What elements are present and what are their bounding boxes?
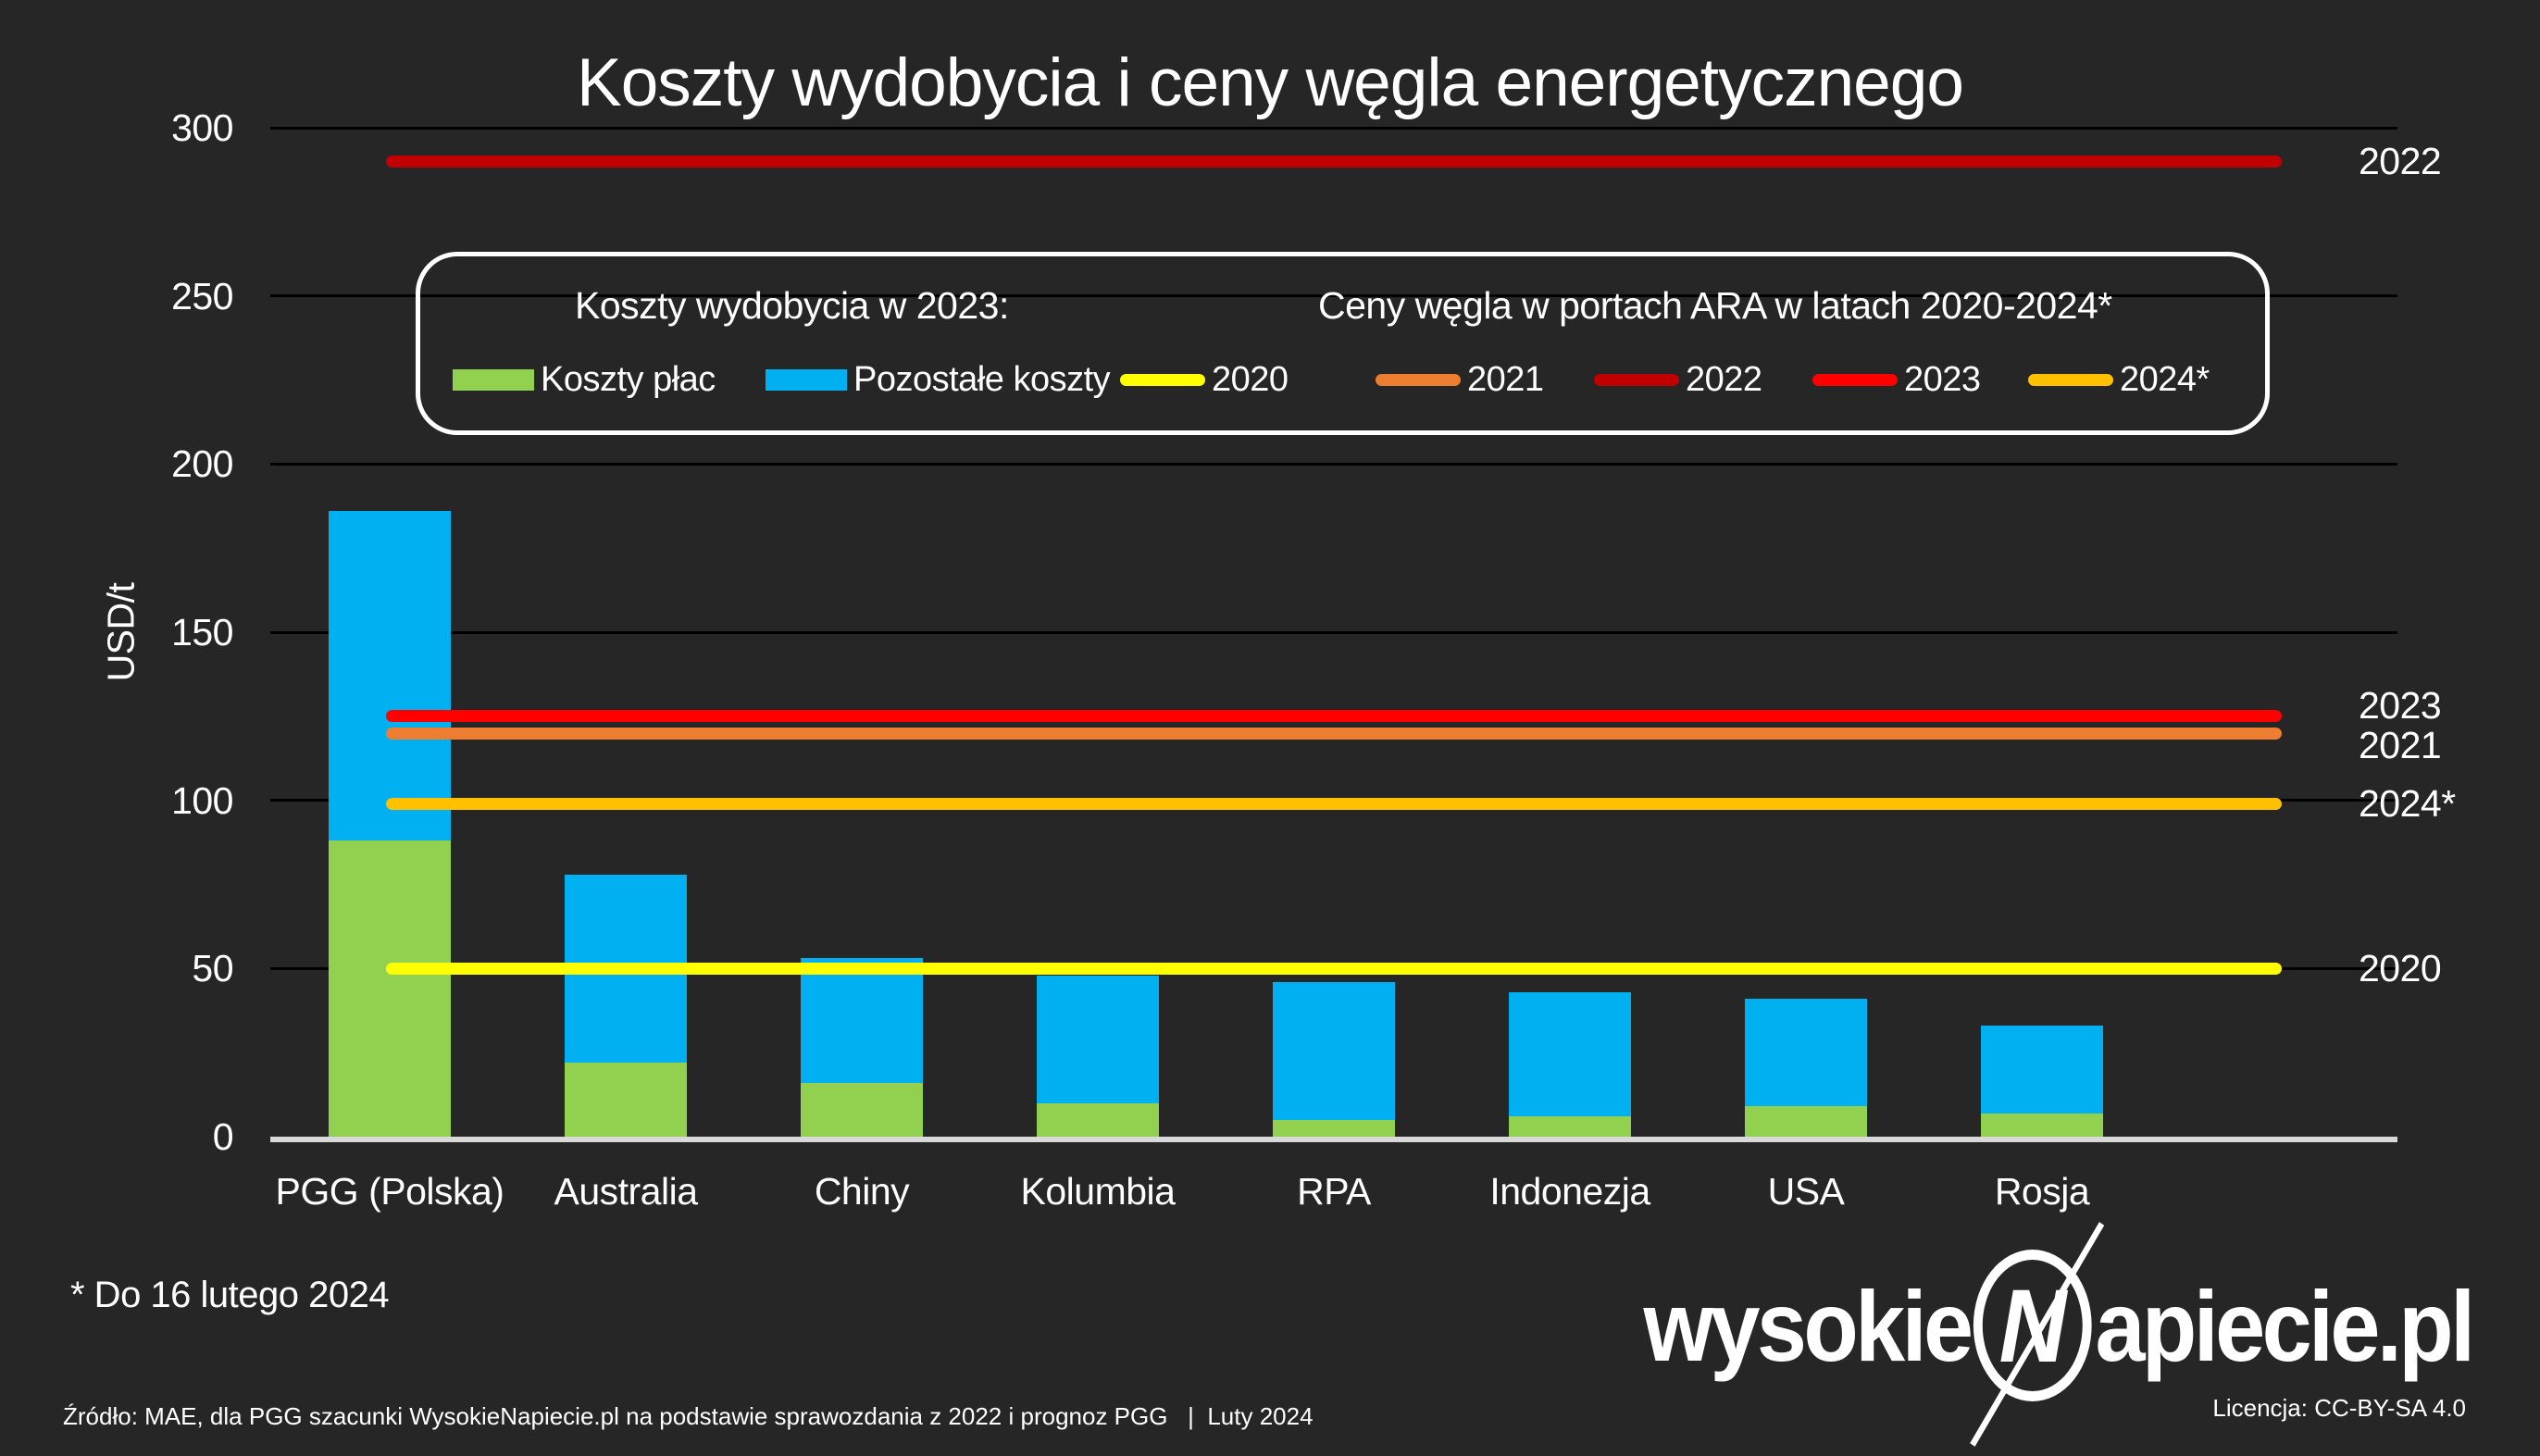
price-line-2021 — [386, 727, 2282, 740]
legend-item: 2023 — [1812, 358, 1981, 401]
legend-item-label: Pozostałe koszty — [853, 359, 1111, 399]
bar-segment-koszty-plac — [1509, 1116, 1631, 1137]
x-axis-label: Chiny — [814, 1170, 910, 1213]
price-line-label: 2024* — [2359, 782, 2456, 826]
lightning-bolt-icon — [1969, 1222, 2104, 1447]
bar-segment-pozostale-koszty — [1273, 981, 1395, 1120]
legend-swatch-line — [2028, 373, 2113, 386]
price-line-2023 — [386, 710, 2282, 723]
gridline — [270, 462, 2397, 466]
y-tick-label: 150 — [171, 611, 233, 653]
legend-item-label: 2020 — [1212, 359, 1289, 399]
x-axis-label: RPA — [1297, 1170, 1371, 1213]
x-axis-label: USA — [1767, 1170, 1845, 1213]
bar-segment-koszty-plac — [1037, 1102, 1159, 1137]
legend-swatch-rect — [453, 368, 534, 391]
legend-right-header: Ceny węgla w portach ARA w latach 2020-2… — [1318, 284, 2112, 327]
source-note: Źródło: MAE, dla PGG szacunki WysokieNap… — [63, 1402, 1314, 1430]
legend-item-label: 2024* — [2120, 359, 2210, 399]
legend-item-label: 2021 — [1467, 359, 1544, 399]
bar-segment-koszty-plac — [1745, 1106, 1867, 1137]
y-axis-title: USD/t — [99, 582, 143, 682]
bar-segment-koszty-plac — [1981, 1113, 2103, 1137]
logo-text-prefix: wysokie — [1642, 1269, 1973, 1382]
price-line-label: 2021 — [2359, 724, 2442, 766]
legend-swatch-line — [1376, 373, 1461, 386]
gridline — [270, 126, 2397, 130]
legend-item: 2022 — [1594, 358, 1762, 401]
footnote: * Do 16 lutego 2024 — [70, 1275, 390, 1315]
legend-box — [416, 252, 2270, 435]
bar-segment-pozostale-koszty — [1745, 999, 1867, 1107]
x-axis-label: Indonezja — [1489, 1170, 1650, 1213]
legend-item-label: 2023 — [1904, 359, 1981, 399]
y-tick-label: 300 — [171, 106, 233, 149]
legend-item-label: 2022 — [1686, 359, 1762, 399]
bar-segment-koszty-plac — [1273, 1119, 1395, 1137]
bar-segment-pozostale-koszty — [1981, 1026, 2103, 1114]
legend-item: 2024* — [2028, 358, 2210, 401]
bar-segment-pozostale-koszty — [1509, 991, 1631, 1117]
logo-circle: N — [1969, 1222, 2104, 1447]
y-tick-label: 50 — [192, 947, 233, 990]
gridline — [270, 630, 2397, 634]
logo-n-mark: N — [1998, 1267, 2066, 1384]
price-line-label: 2023 — [2359, 683, 2442, 727]
x-axis-label: Australia — [554, 1170, 698, 1213]
y-tick-label: 200 — [171, 442, 233, 486]
bar-segment-koszty-plac — [565, 1063, 687, 1137]
bar-segment-pozostale-koszty — [329, 511, 451, 841]
y-tick-label: 100 — [171, 778, 233, 822]
legend-swatch-line — [1120, 373, 1205, 386]
logo-text-suffix: apiecie.pl — [2094, 1269, 2475, 1382]
legend-item: Koszty płac — [453, 358, 716, 401]
legend-item: 2020 — [1120, 358, 1289, 401]
license-note: Licencja: CC-BY-SA 4.0 — [2212, 1394, 2466, 1422]
legend-left-header: Koszty wydobycia w 2023: — [575, 284, 1009, 327]
price-line-label: 2020 — [2359, 947, 2442, 990]
legend-item: 2021 — [1376, 358, 1544, 401]
y-tick-label: 250 — [171, 274, 233, 317]
bar-segment-koszty-plac — [329, 840, 451, 1137]
x-axis-line — [270, 1137, 2397, 1142]
y-tick-label: 0 — [212, 1115, 234, 1158]
legend-swatch-line — [1594, 373, 1679, 386]
price-line-label: 2022 — [2359, 140, 2442, 183]
legend-swatch-line — [1812, 373, 1898, 386]
legend-swatch-rect — [766, 368, 847, 391]
chart-title: Koszty wydobycia i ceny węgla energetycz… — [577, 45, 1964, 120]
price-line-2020 — [386, 962, 2282, 975]
bar-segment-koszty-plac — [801, 1082, 923, 1137]
x-axis-label: Rosja — [1994, 1170, 2090, 1213]
legend-item-label: Koszty płac — [541, 359, 716, 399]
x-axis-label: Kolumbia — [1020, 1170, 1176, 1213]
gridline — [270, 294, 2397, 298]
brand-logo: wysokie N apiecie.pl — [1642, 1222, 2475, 1447]
legend-item: Pozostałe koszty — [766, 358, 1111, 401]
bar-segment-pozostale-koszty — [1037, 975, 1159, 1103]
price-line-2022 — [386, 155, 2282, 168]
price-line-2024 — [386, 797, 2282, 810]
bar-segment-pozostale-koszty — [801, 958, 923, 1083]
x-axis-label: PGG (Polska) — [275, 1170, 504, 1213]
